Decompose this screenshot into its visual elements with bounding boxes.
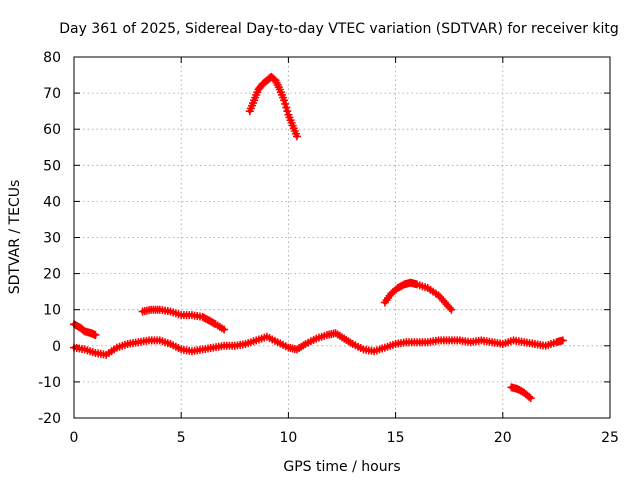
series-markers — [245, 72, 301, 141]
data-series — [70, 72, 567, 403]
y-tick-label: 30 — [43, 231, 61, 247]
chart-title: Day 361 of 2025, Sidereal Day-to-day VTE… — [59, 21, 619, 37]
x-tick-label: 15 — [387, 430, 405, 446]
y-tick-label: 50 — [43, 158, 61, 174]
arc-main-baseline — [70, 329, 567, 359]
series-markers — [380, 278, 456, 314]
arc-midday-peak — [245, 72, 301, 141]
series-markers — [507, 383, 535, 403]
plot-frame — [73, 56, 611, 419]
y-tick-label: 40 — [43, 194, 61, 210]
arc-evening-negative — [507, 383, 535, 403]
x-tick-label: 10 — [279, 430, 297, 446]
x-tick-label: 25 — [601, 430, 619, 446]
y-tick-label: 0 — [52, 339, 61, 355]
grid — [74, 57, 610, 418]
axis-ticks: 0 5 10 15 20 25 -20 -10 0 10 20 30 40 50 60 70 80 — [38, 50, 619, 446]
y-tick-label: 10 — [43, 303, 61, 319]
x-tick-label: 0 — [70, 430, 79, 446]
y-tick-label: -20 — [38, 411, 61, 427]
y-axis-label: SDTVAR / TECUs — [7, 180, 23, 295]
series-markers — [70, 329, 567, 359]
series-markers — [138, 305, 229, 334]
y-tick-label: 80 — [43, 50, 61, 66]
x-tick-label: 5 — [177, 430, 186, 446]
y-tick-label: 70 — [43, 86, 61, 102]
y-tick-label: 20 — [43, 267, 61, 283]
y-tick-label: 60 — [43, 122, 61, 138]
arc-afternoon — [380, 278, 456, 314]
x-tick-label: 20 — [494, 430, 512, 446]
arc-dawn — [138, 305, 229, 334]
y-tick-label: -10 — [38, 375, 61, 391]
x-axis-label: GPS time / hours — [283, 459, 400, 475]
series-line — [247, 74, 299, 139]
